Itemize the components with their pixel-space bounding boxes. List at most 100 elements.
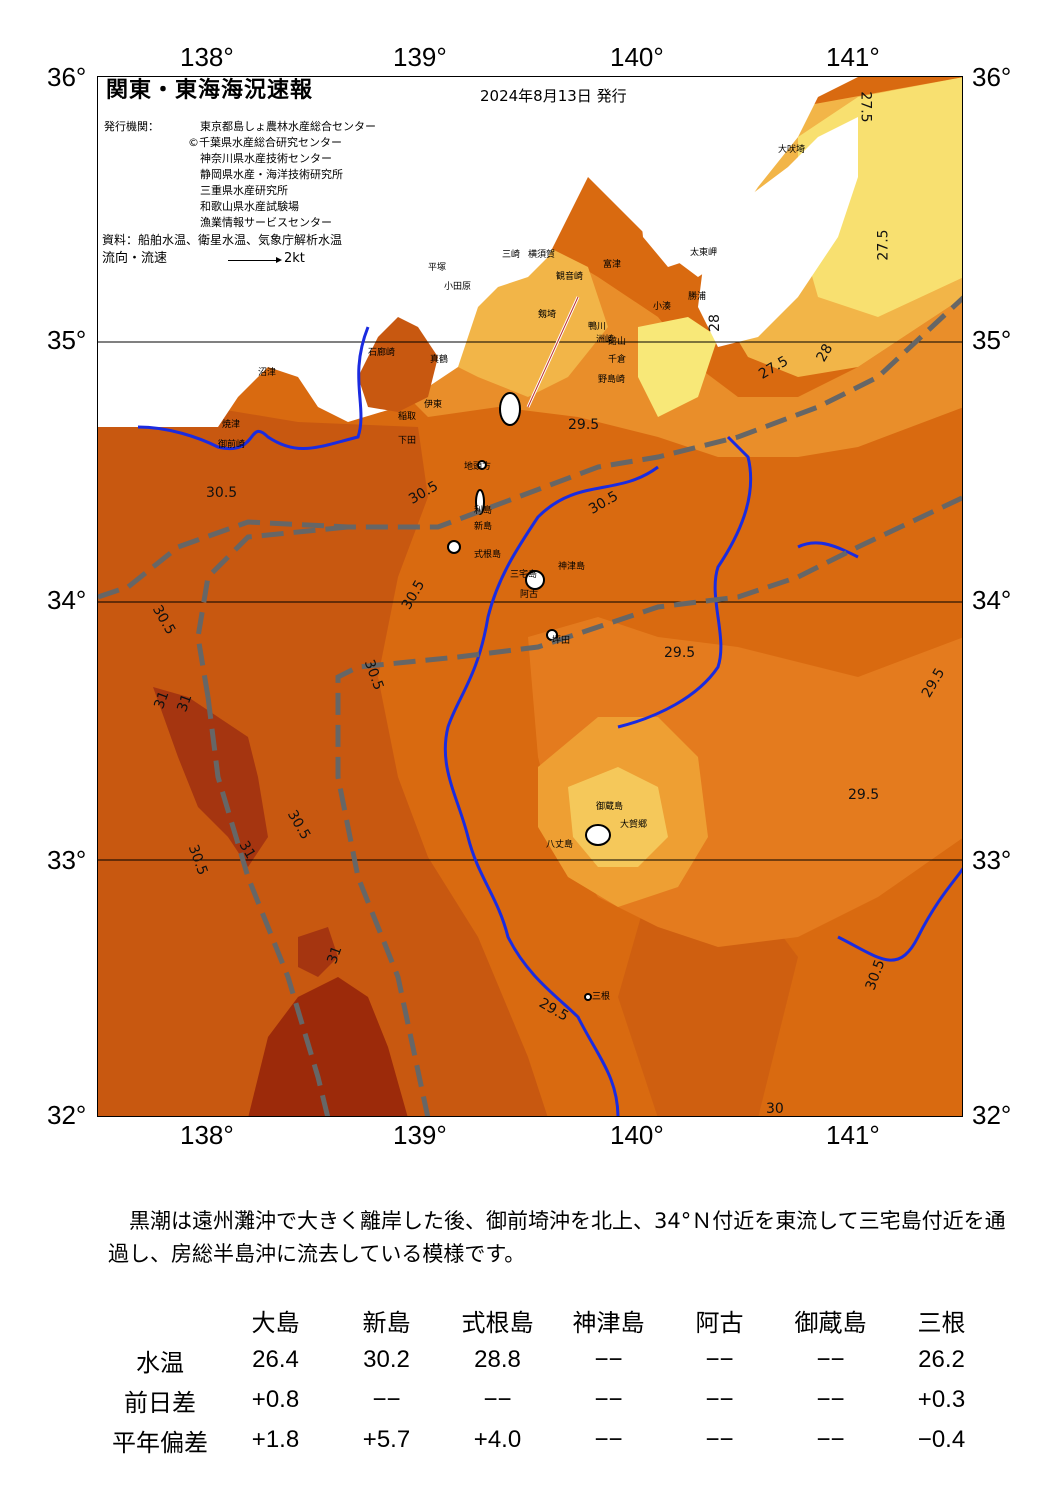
row-header: 平年偏差 bbox=[112, 1429, 208, 1457]
place-label: 洲崎 bbox=[596, 335, 615, 345]
column-header: 神津島 bbox=[572, 1309, 645, 1337]
contour-label: 30.5 bbox=[206, 485, 238, 501]
column-header: 阿古 bbox=[695, 1309, 744, 1337]
row-header: 水温 bbox=[136, 1349, 184, 1377]
lat-label-left-32: 32° bbox=[47, 1100, 87, 1130]
contour-30-west bbox=[137, 326, 659, 1116]
sea-31-west bbox=[153, 687, 268, 867]
island-miyakejima bbox=[525, 570, 545, 590]
table-cell: 26.2 bbox=[918, 1346, 965, 1373]
lon-label-top-141: 141° bbox=[826, 42, 880, 72]
place-label: 石廊崎 bbox=[368, 348, 396, 358]
place-label: 八丈島 bbox=[546, 840, 574, 850]
contour-label: 27.5 bbox=[875, 229, 892, 261]
table-row: 前日差 +0.8 −− −− −− −− −− +0.3 bbox=[100, 1380, 997, 1420]
place-label: 御前崎 bbox=[218, 440, 246, 450]
issuer-5: 三重県水産研究所 bbox=[200, 184, 288, 197]
kuroshio-axis-west bbox=[195, 524, 349, 698]
table-cell: −− bbox=[705, 1426, 734, 1453]
place-label: 太東岬 bbox=[690, 248, 718, 258]
island-aogashima bbox=[584, 993, 592, 1001]
contour-label: 29.5 bbox=[664, 645, 696, 661]
sea-31-patch bbox=[298, 927, 338, 977]
lat-label-right-32: 32° bbox=[972, 1100, 1012, 1130]
place-label: 野島崎 bbox=[598, 375, 626, 385]
lon-label-top-140: 140° bbox=[610, 42, 664, 72]
lat-label-right-35: 35° bbox=[972, 325, 1012, 355]
map-svg bbox=[98, 77, 962, 1116]
corner-cell bbox=[100, 1300, 220, 1340]
table-cell: −− bbox=[705, 1346, 734, 1373]
table-row: 平年偏差 +1.8 +5.7 +4.0 −− −− −− −0.4 bbox=[100, 1420, 997, 1460]
table-cell: +0.3 bbox=[917, 1386, 966, 1413]
contour-30-east bbox=[617, 435, 962, 962]
table-cell: −− bbox=[816, 1386, 845, 1413]
lon-label-top-139: 139° bbox=[393, 42, 447, 72]
issuer-7: 漁業情報サービスセンター bbox=[200, 216, 332, 229]
flow-legend-label: 流向・流速 bbox=[102, 251, 168, 266]
lat-label-right-34: 34° bbox=[972, 585, 1012, 615]
place-label: 三崎 bbox=[502, 250, 521, 260]
place-label: 伊東 bbox=[424, 400, 443, 410]
lat-label-left-36: 36° bbox=[47, 62, 87, 92]
place-label: 下田 bbox=[398, 436, 417, 446]
map-title: 関東・東海海況速報 bbox=[106, 78, 314, 103]
lon-label-top-138: 138° bbox=[180, 42, 234, 72]
place-label: 大吠埼 bbox=[778, 145, 806, 155]
table-cell: −− bbox=[816, 1346, 845, 1373]
place-label: 式根島 bbox=[474, 550, 502, 560]
table-cell: 26.4 bbox=[252, 1346, 299, 1373]
lat-label-left-34: 34° bbox=[47, 585, 87, 615]
issuer-1: 東京都島しょ農林水産総合センター bbox=[200, 120, 376, 133]
place-label: 小田原 bbox=[444, 282, 472, 292]
observation-table: 大島 新島 式根島 神津島 阿古 御蔵島 三根 水温 26.4 30.2 28.… bbox=[100, 1300, 997, 1460]
kuroshio-axis-south bbox=[335, 495, 962, 1116]
place-label: 坪田 bbox=[552, 636, 571, 646]
island-oshima bbox=[499, 392, 521, 426]
land-honshu-west bbox=[98, 77, 962, 427]
row-header: 前日差 bbox=[124, 1389, 196, 1417]
column-header: 御蔵島 bbox=[794, 1309, 867, 1337]
sea-30-east-patch bbox=[778, 577, 858, 637]
place-label: 観音崎 bbox=[556, 272, 584, 282]
sea-31-south bbox=[248, 977, 408, 1116]
place-label: 焼津 bbox=[222, 420, 241, 430]
flow-arrow-core bbox=[527, 296, 579, 408]
summary-text: 黒潮は遠州灘沖で大きく離岸した後、御前埼沖を北上、34°Ｎ付近を東流して三宅島付… bbox=[108, 1209, 1006, 1266]
place-label: 横須賀 bbox=[528, 250, 556, 260]
column-header: 新島 bbox=[362, 1309, 411, 1337]
table-cell: −− bbox=[483, 1386, 512, 1413]
lat-label-right-36: 36° bbox=[972, 62, 1012, 92]
place-label: 館山 bbox=[608, 337, 627, 347]
place-label: 地頭方 bbox=[464, 462, 492, 472]
place-label: 大賀郷 bbox=[620, 820, 648, 830]
contour-label: 28 bbox=[706, 314, 723, 332]
table-header-row: 大島 新島 式根島 神津島 阿古 御蔵島 三根 bbox=[100, 1300, 997, 1340]
table-cell: +5.7 bbox=[362, 1426, 411, 1453]
sea-suruga-bay bbox=[358, 317, 438, 412]
issue-date: 2024年8月13日 発行 bbox=[480, 87, 627, 105]
data-sources: 資料：船舶水温、衛星水温、気象庁解析水温 bbox=[102, 233, 343, 247]
issuers-label: 発行機関： bbox=[104, 120, 159, 133]
contour-label: 29.5 bbox=[848, 787, 880, 803]
lat-label-left-35: 35° bbox=[47, 325, 87, 355]
sea-30-5-west bbox=[98, 407, 548, 1116]
lon-label-bottom-140: 140° bbox=[610, 1120, 664, 1150]
table-cell: +1.8 bbox=[251, 1426, 300, 1453]
flow-legend-speed: 2kt bbox=[284, 251, 305, 266]
table-cell: −0.4 bbox=[917, 1426, 966, 1453]
column-header: 三根 bbox=[917, 1309, 966, 1337]
land-boso bbox=[698, 117, 858, 347]
place-label: 真鶴 bbox=[430, 355, 449, 365]
flow-legend-arrowhead bbox=[276, 257, 282, 263]
issuer-3: 神奈川県水産技術センター bbox=[200, 152, 332, 165]
island-hachijojima bbox=[585, 824, 611, 846]
land-tokyo bbox=[638, 157, 718, 267]
place-label: 稲取 bbox=[398, 412, 417, 422]
place-label: 御蔵島 bbox=[596, 802, 624, 812]
contour-label: 30 bbox=[766, 1101, 784, 1117]
place-label: 千倉 bbox=[608, 355, 627, 365]
contour-label: 27.5 bbox=[857, 91, 874, 123]
table-cell: −− bbox=[705, 1386, 734, 1413]
place-label: 神津島 bbox=[558, 562, 586, 572]
